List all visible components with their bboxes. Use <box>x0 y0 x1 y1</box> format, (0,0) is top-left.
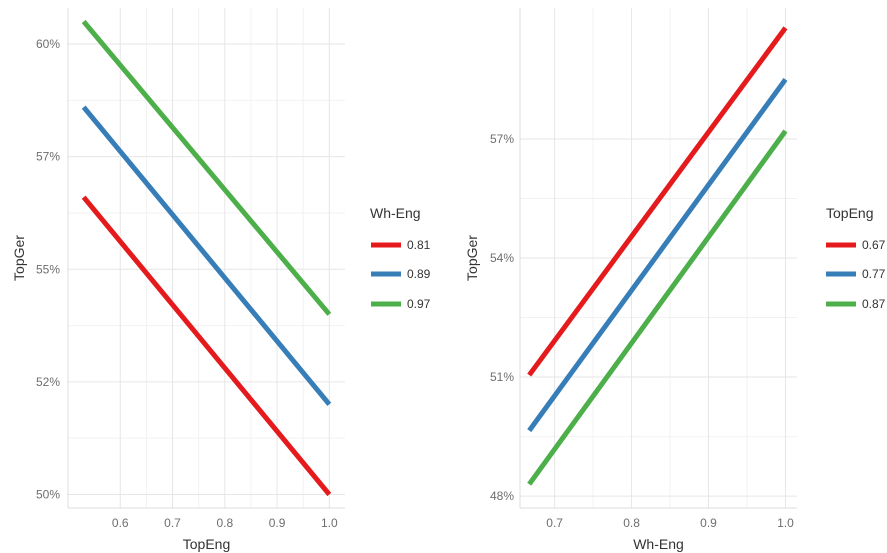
y-tick-label: 54% <box>490 251 514 265</box>
x-tick-label: 0.8 <box>623 516 640 530</box>
series-line-0.77 <box>527 77 788 433</box>
x-tick-label: 0.7 <box>546 516 563 530</box>
chart-panel-2: 0.7 0.8 0.9 1.0 48% 51% 54% 57% Wh-Eng TopGer TopE… <box>464 8 886 552</box>
chart-panel-1: 0.6 0.7 0.8 0.9 1.0 50% 52% 55% 57% 60% TopEng TopG… <box>11 8 431 552</box>
x-tick-label: 1.0 <box>777 516 794 530</box>
series-line-0.81 <box>81 195 332 497</box>
x-axis-title: TopEng <box>183 536 230 552</box>
y-tick-label: 50% <box>36 487 60 501</box>
y-tick-label: 57% <box>490 132 514 146</box>
y-tick-label: 48% <box>490 489 514 503</box>
legend-label-0.87: 0.87 <box>862 297 886 311</box>
legend-title: Wh-Eng <box>370 205 421 221</box>
x-tick-label: 0.9 <box>700 516 717 530</box>
x-tick-label: 0.7 <box>164 516 181 530</box>
y-axis-title: TopGer <box>464 235 480 281</box>
x-tick-label: 1.0 <box>321 516 338 530</box>
x-axis-title: Wh-Eng <box>633 536 684 552</box>
legend-label-0.97: 0.97 <box>407 297 431 311</box>
series-line-0.97 <box>81 19 332 316</box>
legend-label-0.89: 0.89 <box>407 267 431 281</box>
x-tick-label: 0.8 <box>216 516 233 530</box>
y-tick-label: 55% <box>36 262 60 276</box>
legend-label-0.67: 0.67 <box>862 238 886 252</box>
x-tick-label: 0.9 <box>269 516 286 530</box>
legend-label-0.81: 0.81 <box>407 238 431 252</box>
y-axis-title: TopGer <box>11 235 27 281</box>
legend-label-0.77: 0.77 <box>862 267 886 281</box>
series-line-0.67 <box>527 26 788 377</box>
y-tick-label: 51% <box>490 370 514 384</box>
y-tick-label: 57% <box>36 150 60 164</box>
legend-title: TopEng <box>826 205 873 221</box>
series-line-0.87 <box>527 129 788 486</box>
y-tick-label: 52% <box>36 375 60 389</box>
legend: TopEng 0.67 0.77 0.87 <box>826 205 886 311</box>
legend: Wh-Eng 0.81 0.89 0.97 <box>370 205 431 311</box>
x-tick-label: 0.6 <box>112 516 129 530</box>
y-tick-label: 60% <box>36 37 60 51</box>
series-line-0.89 <box>81 105 332 406</box>
